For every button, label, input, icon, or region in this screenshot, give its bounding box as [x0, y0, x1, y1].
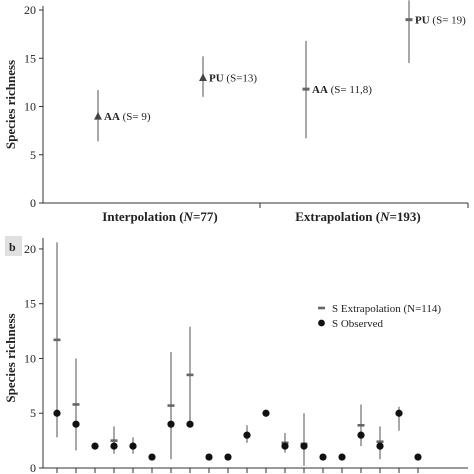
legend-dash-marker — [318, 306, 325, 310]
x-category-label: Extrapolation (N=193) — [295, 209, 421, 224]
observed-marker — [300, 442, 308, 450]
observed-marker — [281, 442, 289, 450]
triangle-marker — [199, 73, 207, 82]
observed-marker — [72, 420, 80, 428]
triangle-marker — [94, 112, 102, 120]
x-category-label: Interpolation (N=77) — [102, 209, 217, 224]
panel-b: b 0 5 10 15 20 Species richness S Extrapolatio… — [3, 236, 468, 474]
y-tick-label-b: 10 — [24, 351, 36, 365]
observed-marker — [186, 420, 194, 428]
extrapolation-marker — [357, 423, 365, 427]
y-tick-label-b: 15 — [24, 297, 36, 311]
panel-a: 0 5 10 15 20 Species richness Interpolation (N… — [3, 0, 469, 224]
dash-marker — [302, 87, 310, 91]
observed-marker — [395, 409, 403, 417]
observed-marker — [205, 453, 213, 461]
y-tick-label-b: 20 — [24, 242, 36, 256]
observed-marker — [243, 431, 251, 439]
legend-label: S Extrapolation (N=114) — [332, 303, 441, 315]
observed-marker — [129, 442, 137, 450]
observed-marker — [262, 409, 270, 417]
y-tick-label-a: 5 — [30, 148, 36, 162]
panel-b-tag-bg — [5, 236, 22, 256]
extrapolation-marker — [186, 373, 194, 377]
extrapolation-marker — [110, 439, 118, 442]
y-tick-label-a: 20 — [24, 3, 36, 17]
legend-circle-marker — [318, 319, 325, 327]
y-tick-label-a: 0 — [30, 196, 36, 210]
extrapolation-marker — [376, 440, 384, 444]
point-label: AA (S= 11,8) — [312, 84, 372, 96]
observed-marker — [224, 453, 232, 461]
y-tick-label-b: 0 — [30, 461, 36, 474]
extrapolation-marker — [72, 403, 80, 406]
observed-marker — [167, 420, 175, 428]
observed-marker — [414, 453, 422, 461]
panel-b-tag: b — [9, 240, 16, 254]
point-label: PU (S= 19) — [415, 15, 466, 27]
observed-marker — [53, 409, 61, 417]
extrapolation-marker — [167, 404, 175, 407]
observed-marker — [338, 453, 346, 461]
y-tick-label-a: 10 — [24, 100, 36, 114]
observed-marker — [376, 442, 384, 450]
observed-marker — [319, 453, 327, 461]
y-tick-label-a: 15 — [24, 51, 36, 65]
dash-marker — [405, 18, 413, 22]
point-label: PU (S=13) — [209, 73, 257, 85]
y-axis-label-a: Species richness — [3, 60, 18, 149]
y-tick-label-b: 5 — [30, 406, 36, 420]
observed-marker — [91, 442, 99, 450]
point-label: AA (S= 9) — [104, 111, 151, 123]
extrapolation-marker — [53, 338, 61, 342]
legend-label: S Observed — [332, 318, 384, 330]
observed-marker — [110, 442, 118, 450]
observed-marker — [357, 431, 365, 439]
y-axis-label-b: Species richness — [3, 313, 18, 402]
observed-marker — [148, 453, 156, 461]
